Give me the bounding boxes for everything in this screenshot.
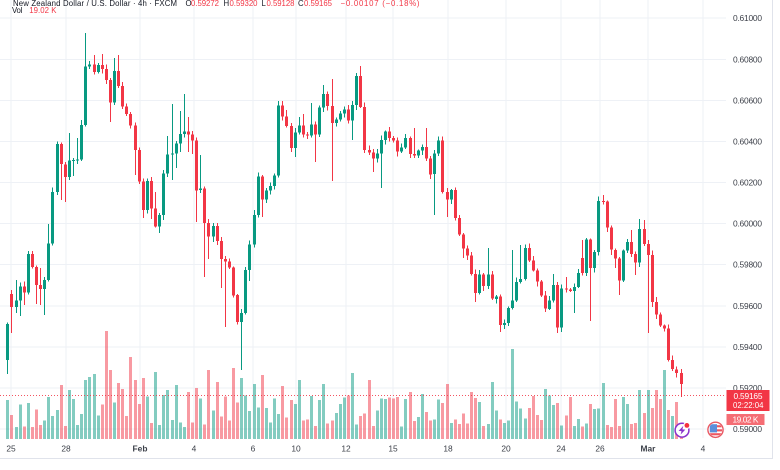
- svg-text:0.60800: 0.60800: [733, 54, 762, 64]
- svg-text:0.59165: 0.59165: [734, 391, 763, 401]
- svg-text:0.59200: 0.59200: [733, 383, 762, 393]
- svg-text:4: 4: [192, 443, 197, 453]
- svg-text:02:22:04: 02:22:04: [733, 401, 764, 410]
- svg-text:18: 18: [443, 443, 453, 453]
- svg-text:6: 6: [251, 443, 256, 453]
- svg-text:4: 4: [701, 443, 706, 453]
- svg-text:New Zealand Dollar / U.S. Doll: New Zealand Dollar / U.S. Dollar · 4h · …: [13, 0, 177, 8]
- svg-text:20: 20: [501, 443, 511, 453]
- svg-text:0.59600: 0.59600: [733, 301, 762, 311]
- svg-text:H: H: [224, 0, 230, 8]
- svg-text:0.59272: 0.59272: [191, 0, 219, 8]
- svg-text:0.59128: 0.59128: [267, 0, 295, 8]
- svg-text:C: C: [298, 0, 304, 8]
- svg-text:0.60200: 0.60200: [733, 178, 762, 188]
- svg-text:28: 28: [61, 443, 71, 453]
- svg-text:10: 10: [291, 443, 301, 453]
- svg-text:L: L: [262, 0, 267, 8]
- svg-text:0.59400: 0.59400: [733, 342, 762, 352]
- svg-text:0.59320: 0.59320: [230, 0, 259, 8]
- svg-text:24: 24: [556, 443, 566, 453]
- svg-text:0.61000: 0.61000: [733, 13, 762, 23]
- svg-text:26: 26: [595, 443, 605, 453]
- svg-text:Feb: Feb: [133, 443, 148, 453]
- svg-text:Mar: Mar: [641, 443, 657, 453]
- svg-text:O: O: [186, 0, 192, 8]
- svg-text:19.02 K: 19.02 K: [29, 6, 57, 15]
- svg-text:0.59800: 0.59800: [733, 260, 762, 270]
- svg-text:0.60600: 0.60600: [733, 95, 762, 105]
- svg-text:0.60400: 0.60400: [733, 136, 762, 146]
- svg-text:25: 25: [6, 443, 16, 453]
- svg-text:−0.00107 (−0.18%): −0.00107 (−0.18%): [341, 0, 420, 8]
- svg-text:15: 15: [388, 443, 398, 453]
- svg-text:0.59165: 0.59165: [304, 0, 333, 8]
- svg-text:0.60000: 0.60000: [733, 219, 762, 229]
- svg-text:19.02 K: 19.02 K: [733, 415, 759, 425]
- svg-text:0.59000: 0.59000: [733, 424, 762, 434]
- svg-text:Vol: Vol: [12, 6, 22, 15]
- svg-text:12: 12: [341, 443, 351, 453]
